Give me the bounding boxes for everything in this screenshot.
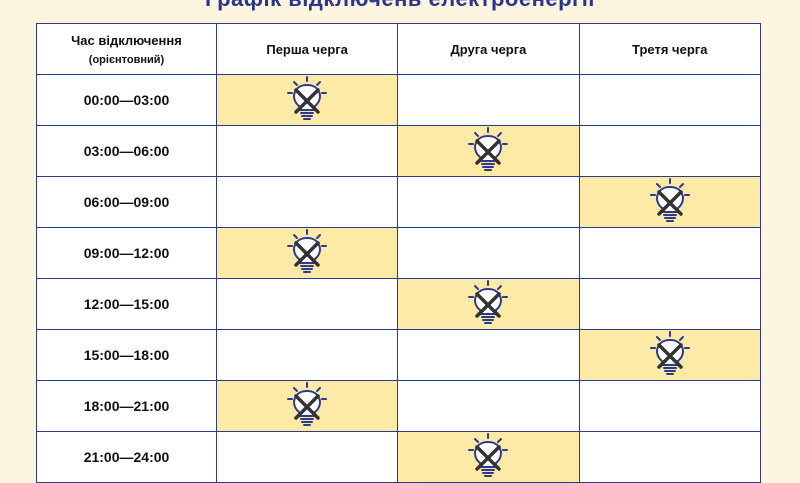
- crossed-lightbulb-icon: [468, 280, 509, 324]
- table-row: 21:00—24:00: [36, 431, 761, 483]
- queue-1-cell: [215, 380, 399, 432]
- table-header-row: Час відключення (орієнтовний) Перша черг…: [36, 23, 761, 75]
- queue-1-cell: [215, 278, 399, 330]
- crossed-lightbulb-icon: [649, 178, 690, 222]
- queue-3-cell: [578, 380, 761, 432]
- time-slot: 09:00—12:00: [36, 227, 217, 279]
- time-slot: 03:00—06:00: [36, 125, 217, 177]
- queue-3-cell: [578, 125, 761, 177]
- queue-1-cell: [215, 227, 399, 279]
- queue-3-cell: [578, 176, 761, 228]
- table-row: 15:00—18:00: [36, 329, 761, 381]
- queue-2-cell: [397, 431, 580, 483]
- queue-3-cell: [578, 329, 761, 381]
- queue-3-cell: [578, 431, 761, 483]
- crossed-lightbulb-icon: [287, 76, 328, 120]
- page-title: Графік відключень електроенергії: [0, 0, 800, 12]
- queue-3-cell: [578, 278, 761, 330]
- table-row: 12:00—15:00: [36, 278, 761, 330]
- queue-1-cell: [215, 431, 399, 483]
- queue-2-cell: [397, 329, 580, 381]
- queue-2-cell: [397, 278, 580, 330]
- queue-2-cell: [397, 176, 580, 228]
- header-queue-2: Друга черга: [397, 23, 580, 75]
- queue-2-cell: [397, 125, 580, 177]
- time-slot: 12:00—15:00: [36, 278, 217, 330]
- queue-2-cell: [397, 227, 580, 279]
- time-slot: 06:00—09:00: [36, 176, 217, 228]
- table-row: 03:00—06:00: [36, 125, 761, 177]
- table-row: 00:00—03:00: [36, 74, 761, 126]
- time-slot: 15:00—18:00: [36, 329, 217, 381]
- table-row: 09:00—12:00: [36, 227, 761, 279]
- queue-3-cell: [578, 227, 761, 279]
- crossed-lightbulb-icon: [649, 331, 690, 375]
- queue-1-cell: [215, 74, 399, 126]
- crossed-lightbulb-icon: [468, 127, 509, 171]
- crossed-lightbulb-icon: [468, 433, 509, 477]
- queue-2-cell: [397, 380, 580, 432]
- queue-3-cell: [578, 74, 761, 126]
- crossed-lightbulb-icon: [287, 229, 328, 273]
- table-row: 18:00—21:00: [36, 380, 761, 432]
- time-slot: 00:00—03:00: [36, 74, 217, 126]
- queue-1-cell: [215, 329, 399, 381]
- header-time-note: (орієнтовний): [88, 53, 165, 66]
- header-time-label: Час відключення: [71, 32, 182, 48]
- header-time: Час відключення (орієнтовний): [36, 23, 217, 75]
- time-slot: 21:00—24:00: [36, 431, 217, 483]
- header-queue-3: Третя черга: [578, 23, 761, 75]
- queue-2-cell: [397, 74, 580, 126]
- queue-1-cell: [215, 176, 399, 228]
- queue-1-cell: [215, 125, 399, 177]
- header-queue-1: Перша черга: [215, 23, 399, 75]
- time-slot: 18:00—21:00: [36, 380, 217, 432]
- outage-schedule-table: Час відключення (орієнтовний) Перша черг…: [36, 23, 761, 483]
- table-row: 06:00—09:00: [36, 176, 761, 228]
- crossed-lightbulb-icon: [287, 382, 328, 426]
